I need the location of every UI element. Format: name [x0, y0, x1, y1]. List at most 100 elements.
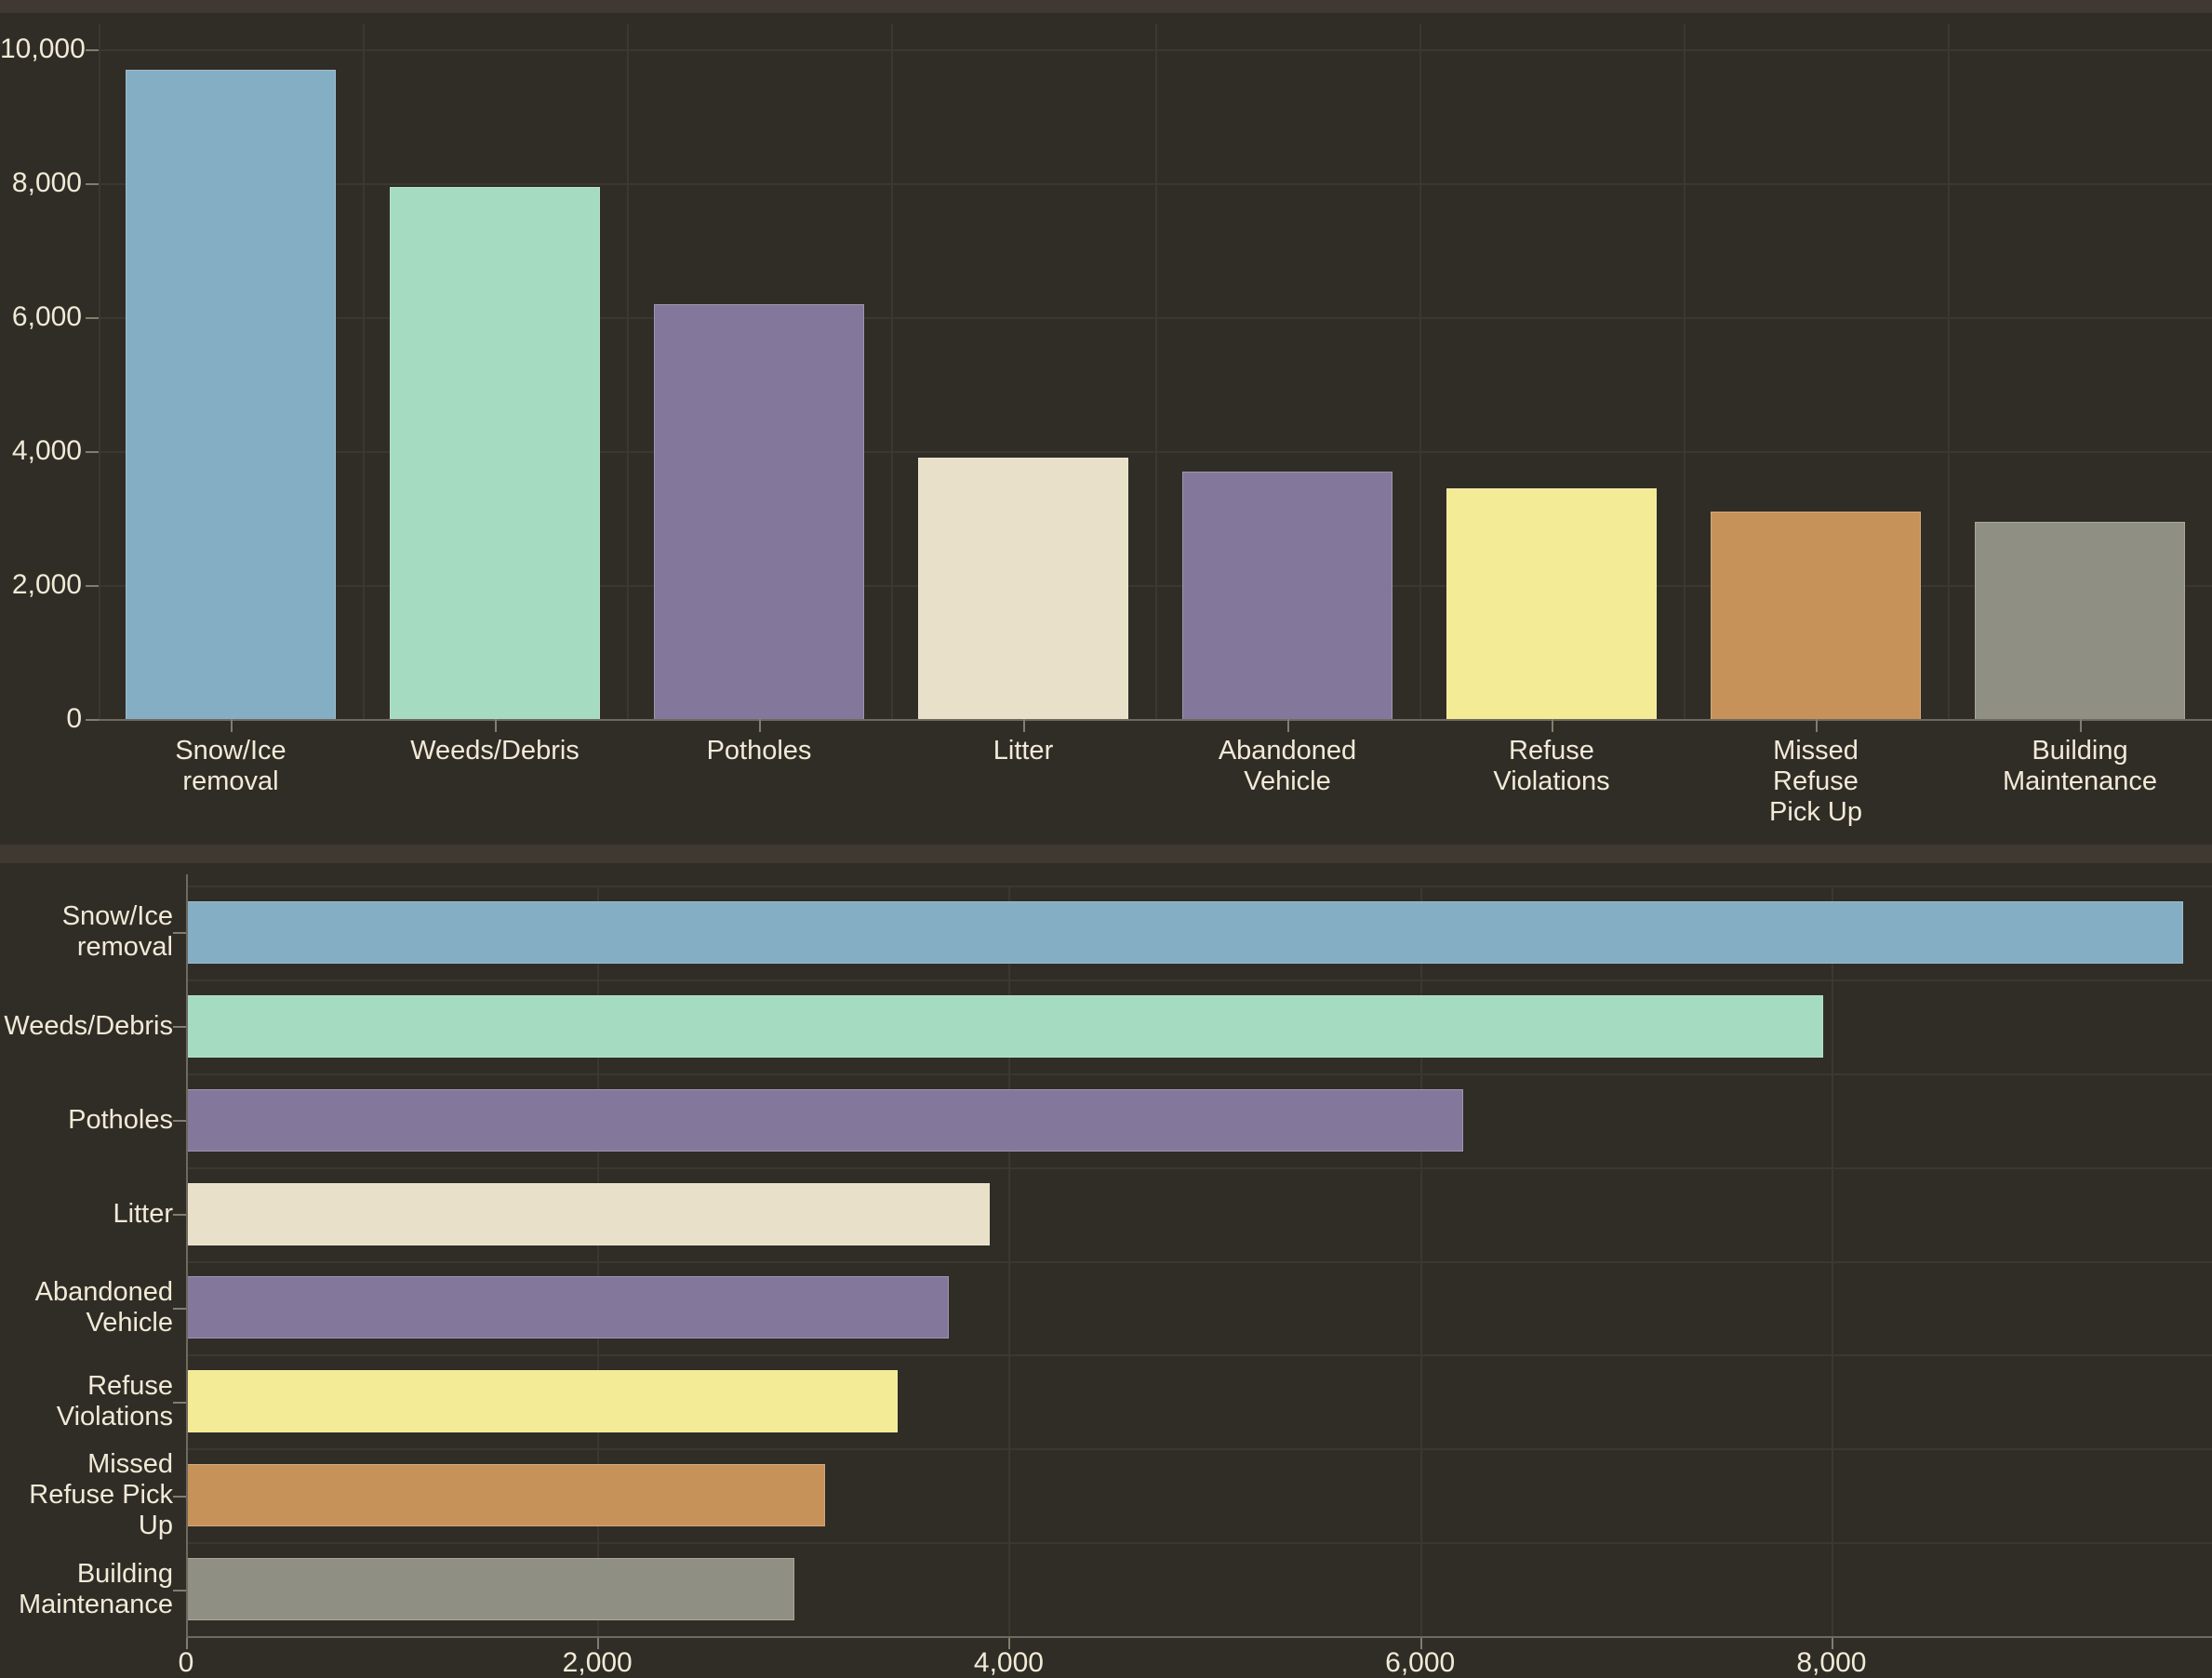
x-axis-tick: [2080, 719, 2082, 732]
category-boundary-gridline: [186, 886, 2212, 887]
y-category-label: Weeds/Debris: [4, 1010, 173, 1041]
x-category-label: Potholes: [706, 736, 812, 766]
y-axis-tick-label: 8,000: [11, 167, 82, 198]
y-axis-tick: [173, 1307, 186, 1310]
y-axis-tick-label: 10,000: [0, 33, 86, 64]
top-window-band: [0, 0, 2212, 13]
y-category-label: Up: [138, 1511, 173, 1541]
y-axis-tick: [86, 719, 99, 721]
y-axis-tick-label: 2,000: [11, 569, 82, 600]
value-gridline: [1008, 886, 1011, 1636]
bar-abandoned-vehicle[interactable]: [188, 1276, 950, 1339]
horizontal-bar-chart-panel: 0 2,000 4,000 6,000 8,000 Snow/Ice removal Weed…: [0, 863, 2212, 1678]
y-axis-tick: [86, 317, 99, 319]
x-axis-tick: [495, 719, 497, 732]
y-category-label: Refuse: [87, 1370, 173, 1401]
x-category-label: Refuse: [1773, 766, 1859, 796]
category-boundary-gridline: [186, 1542, 2212, 1545]
value-gridline: [597, 886, 600, 1636]
y-axis-tick: [86, 585, 99, 587]
bar-snow-ice-removal[interactable]: [188, 900, 2183, 964]
x-category-label: Snow/Ice: [175, 736, 286, 766]
bar-potholes[interactable]: [188, 1088, 1463, 1152]
bar-missed-refuse-pick-up[interactable]: [1711, 511, 1921, 719]
y-category-label: Vehicle: [86, 1307, 173, 1338]
y-category-label: Violations: [56, 1401, 173, 1432]
y-category-label: Refuse Pick: [29, 1480, 173, 1511]
x-axis-line: [186, 1636, 2212, 1638]
bar-weeds-debris[interactable]: [188, 994, 1823, 1058]
bar-abandoned-vehicle[interactable]: [1182, 471, 1392, 719]
y-axis-tick-label: 0: [66, 703, 82, 734]
x-axis-tick-label: 0: [178, 1647, 194, 1678]
x-category-label: Abandoned: [1218, 736, 1357, 766]
panel-divider: [0, 845, 2212, 863]
category-boundary-gridline: [363, 24, 365, 719]
x-axis-tick: [186, 1636, 188, 1649]
x-category-label: Litter: [993, 736, 1054, 766]
bar-snow-ice-removal[interactable]: [126, 69, 336, 719]
x-axis-tick-label: 8,000: [1796, 1647, 1867, 1678]
y-axis-tick: [173, 1401, 186, 1404]
bar-potholes[interactable]: [654, 303, 864, 719]
x-axis-tick-label: 2,000: [562, 1647, 633, 1678]
x-axis-tick-label: 4,000: [973, 1647, 1044, 1678]
value-gridline: [99, 451, 2212, 453]
category-boundary-gridline: [1948, 24, 1950, 719]
y-axis-tick: [173, 1495, 186, 1498]
category-boundary-gridline: [186, 1354, 2212, 1357]
y-axis-tick: [173, 1026, 186, 1029]
x-axis-tick: [597, 1636, 600, 1649]
x-category-label: Refuse: [1509, 736, 1594, 766]
bar-building-maintenance[interactable]: [188, 1558, 795, 1621]
bar-building-maintenance[interactable]: [1975, 521, 2185, 719]
y-axis-tick: [173, 932, 186, 935]
x-axis-tick: [231, 719, 233, 732]
bar-missed-refuse-pick-up[interactable]: [188, 1464, 826, 1527]
x-category-label: Vehicle: [1244, 766, 1331, 796]
x-axis-tick: [759, 719, 761, 732]
x-axis-tick: [1008, 1636, 1011, 1649]
category-boundary-gridline: [99, 24, 100, 719]
value-gridline: [1419, 886, 1422, 1636]
y-category-label: Building: [76, 1558, 173, 1589]
bar-refuse-violations[interactable]: [1446, 487, 1657, 719]
y-category-label: Snow/Ice: [61, 901, 173, 932]
value-gridline: [99, 49, 2212, 51]
bar-refuse-violations[interactable]: [188, 1370, 898, 1433]
x-category-label: Maintenance: [2002, 766, 2158, 796]
x-category-label: Building: [2032, 736, 2128, 766]
bar-litter[interactable]: [188, 1182, 991, 1245]
y-axis-tick-label: 6,000: [11, 301, 82, 332]
value-gridline: [99, 183, 2212, 185]
y-category-label: removal: [76, 932, 173, 963]
category-boundary-gridline: [186, 1448, 2212, 1451]
category-boundary-gridline: [1155, 24, 1157, 719]
category-boundary-gridline: [186, 979, 2212, 981]
category-boundary-gridline: [627, 24, 629, 719]
y-axis-tick: [173, 1120, 186, 1123]
x-category-label: Pick Up: [1769, 797, 1862, 827]
x-category-label: Weeds/Debris: [410, 736, 580, 766]
x-axis-tick: [1816, 719, 1818, 732]
y-axis-tick: [86, 183, 99, 185]
x-axis-tick: [1287, 719, 1289, 732]
bar-weeds-debris[interactable]: [390, 186, 600, 719]
value-gridline: [99, 585, 2212, 587]
y-axis-tick: [173, 1214, 186, 1217]
x-category-label: Missed: [1773, 736, 1859, 766]
y-axis-tick: [86, 451, 99, 453]
vertical-bar-chart-panel: 0 2,000 4,000 6,000 8,000 10,000 Snow/Ice remov…: [0, 13, 2212, 845]
y-category-label: Abandoned: [34, 1276, 173, 1307]
category-boundary-gridline: [186, 1072, 2212, 1075]
x-axis-tick: [1023, 719, 1025, 732]
bar-litter[interactable]: [918, 458, 1128, 719]
x-axis-tick: [1552, 719, 1553, 732]
x-axis-line: [99, 719, 2212, 721]
category-boundary-gridline: [186, 1166, 2212, 1169]
y-axis-tick: [86, 49, 99, 51]
y-category-label: Litter: [113, 1198, 173, 1229]
y-category-label: Maintenance: [18, 1589, 173, 1619]
x-axis-tick: [1419, 1636, 1422, 1649]
